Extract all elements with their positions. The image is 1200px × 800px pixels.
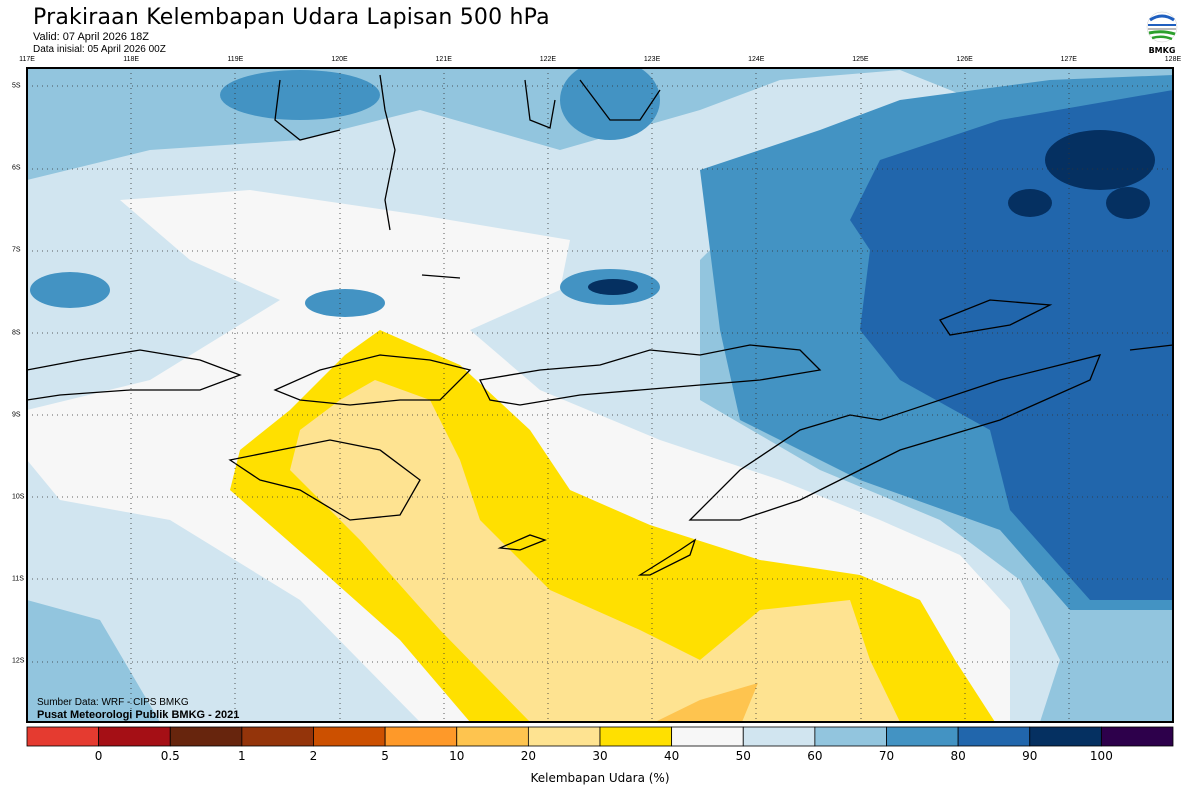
- colorbar-swatch: [384, 726, 458, 747]
- coastlines: [26, 74, 1174, 576]
- lon-label: 118E: [123, 56, 140, 63]
- colorbar-swatch: [527, 726, 601, 747]
- field-70-80-patch: [305, 289, 385, 317]
- lon-label: 127E: [1060, 56, 1077, 63]
- colorbar-swatch: [241, 726, 314, 747]
- colorbar-tick-label: 30: [592, 749, 608, 763]
- colorbar-tick-label: 1: [238, 749, 246, 763]
- lat-label: 12S: [12, 657, 25, 665]
- lon-label: 119E: [227, 56, 244, 63]
- colorbar-tick-label: 40: [663, 749, 680, 763]
- colorbar-tick-label: 70: [878, 749, 895, 763]
- lon-label: 121E: [435, 56, 452, 63]
- colorbar-swatch: [742, 726, 816, 747]
- lon-label: 125E: [852, 56, 869, 63]
- colorbar-swatch: [671, 726, 744, 747]
- colorbar-swatch: [313, 726, 386, 747]
- lat-label: 6S: [12, 164, 21, 172]
- colorbar: [26, 726, 1174, 747]
- field-20-30: [290, 380, 900, 722]
- lat-label: 8S: [12, 329, 21, 337]
- lat-label: 5S: [12, 82, 21, 90]
- colorbar-tick-label: 100: [1089, 749, 1113, 763]
- colorbar-swatch: [599, 726, 673, 747]
- lat-label: 7S: [12, 246, 21, 254]
- field-10-20: [655, 683, 758, 722]
- colorbar-swatch: [169, 726, 243, 747]
- lon-label: 117E: [19, 56, 35, 63]
- valid-time: Valid: 07 April 2026 18Z: [33, 31, 149, 43]
- map-frame: [26, 67, 1174, 723]
- colorbar-tick-label: 50: [735, 749, 751, 763]
- lon-label: 124E: [748, 56, 765, 63]
- bmkg-logo: BMKG: [1142, 10, 1182, 55]
- field-90-100: [1045, 130, 1155, 190]
- lat-label: 11S: [12, 575, 24, 583]
- field-80-90: [850, 90, 1173, 600]
- colorbar-swatch: [26, 726, 100, 747]
- lat-label: 9S: [12, 411, 21, 419]
- lon-label: 122E: [539, 56, 557, 63]
- colorbar-tick-label: 0: [94, 749, 103, 763]
- colorbar-swatch: [1029, 726, 1102, 747]
- credit: Pusat Meteorologi Publik BMKG - 2021: [37, 709, 240, 721]
- lon-label: 123E: [643, 56, 661, 63]
- colorbar-tick-label: 60: [807, 749, 823, 763]
- data-source: Sumber Data: WRF - CIPS BMKG: [37, 697, 189, 708]
- colorbar-swatch: [886, 726, 959, 747]
- colorbar-tick-label: 90: [1022, 749, 1038, 763]
- field-70-80-patch: [560, 68, 660, 140]
- colorbar-tick-label: 20: [520, 749, 537, 763]
- lon-label: 128E: [1164, 56, 1182, 63]
- colorbar-swatch: [1100, 726, 1174, 747]
- colorbar-swatch: [957, 726, 1031, 747]
- field-70-80-patch: [30, 272, 110, 308]
- field-90-100: [1008, 189, 1052, 217]
- colorbar-swatch: [456, 726, 529, 747]
- lon-label: 126E: [956, 56, 973, 63]
- colorbar-tick-label: 5: [381, 749, 389, 763]
- colorbar-tick-label: 2: [309, 749, 318, 763]
- field-90-100: [588, 279, 638, 295]
- colorbar-tick-label: 0.5: [160, 749, 180, 763]
- colorbar-title: Kelembapan Udara (%): [530, 771, 670, 785]
- colorbar-swatch: [814, 726, 887, 747]
- lon-label: 120E: [331, 56, 348, 63]
- graticule: [27, 68, 1173, 722]
- field-90-100: [1106, 187, 1150, 219]
- lat-label: 10S: [12, 493, 25, 501]
- bmkg-logo-icon: [1146, 11, 1178, 43]
- field-70-80-patch: [220, 70, 380, 120]
- colorbar-tick-label: 10: [449, 749, 465, 763]
- map-title: Prakiraan Kelembapan Udara Lapisan 500 h…: [33, 5, 550, 30]
- init-time: Data inisial: 05 April 2026 00Z: [33, 44, 166, 55]
- colorbar-tick-label: 80: [950, 749, 966, 763]
- logo-text: BMKG: [1148, 46, 1176, 55]
- colorbar-swatch: [98, 726, 171, 747]
